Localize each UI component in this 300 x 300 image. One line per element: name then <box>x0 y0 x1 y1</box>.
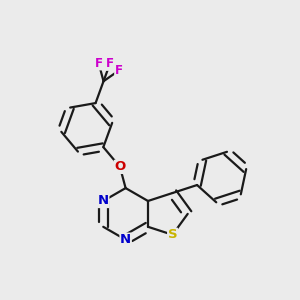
Text: F: F <box>115 64 123 77</box>
Text: N: N <box>120 233 131 246</box>
Text: O: O <box>114 160 126 173</box>
Text: N: N <box>98 194 109 208</box>
Text: F: F <box>106 57 114 70</box>
Text: F: F <box>95 57 103 70</box>
Text: S: S <box>168 228 177 241</box>
